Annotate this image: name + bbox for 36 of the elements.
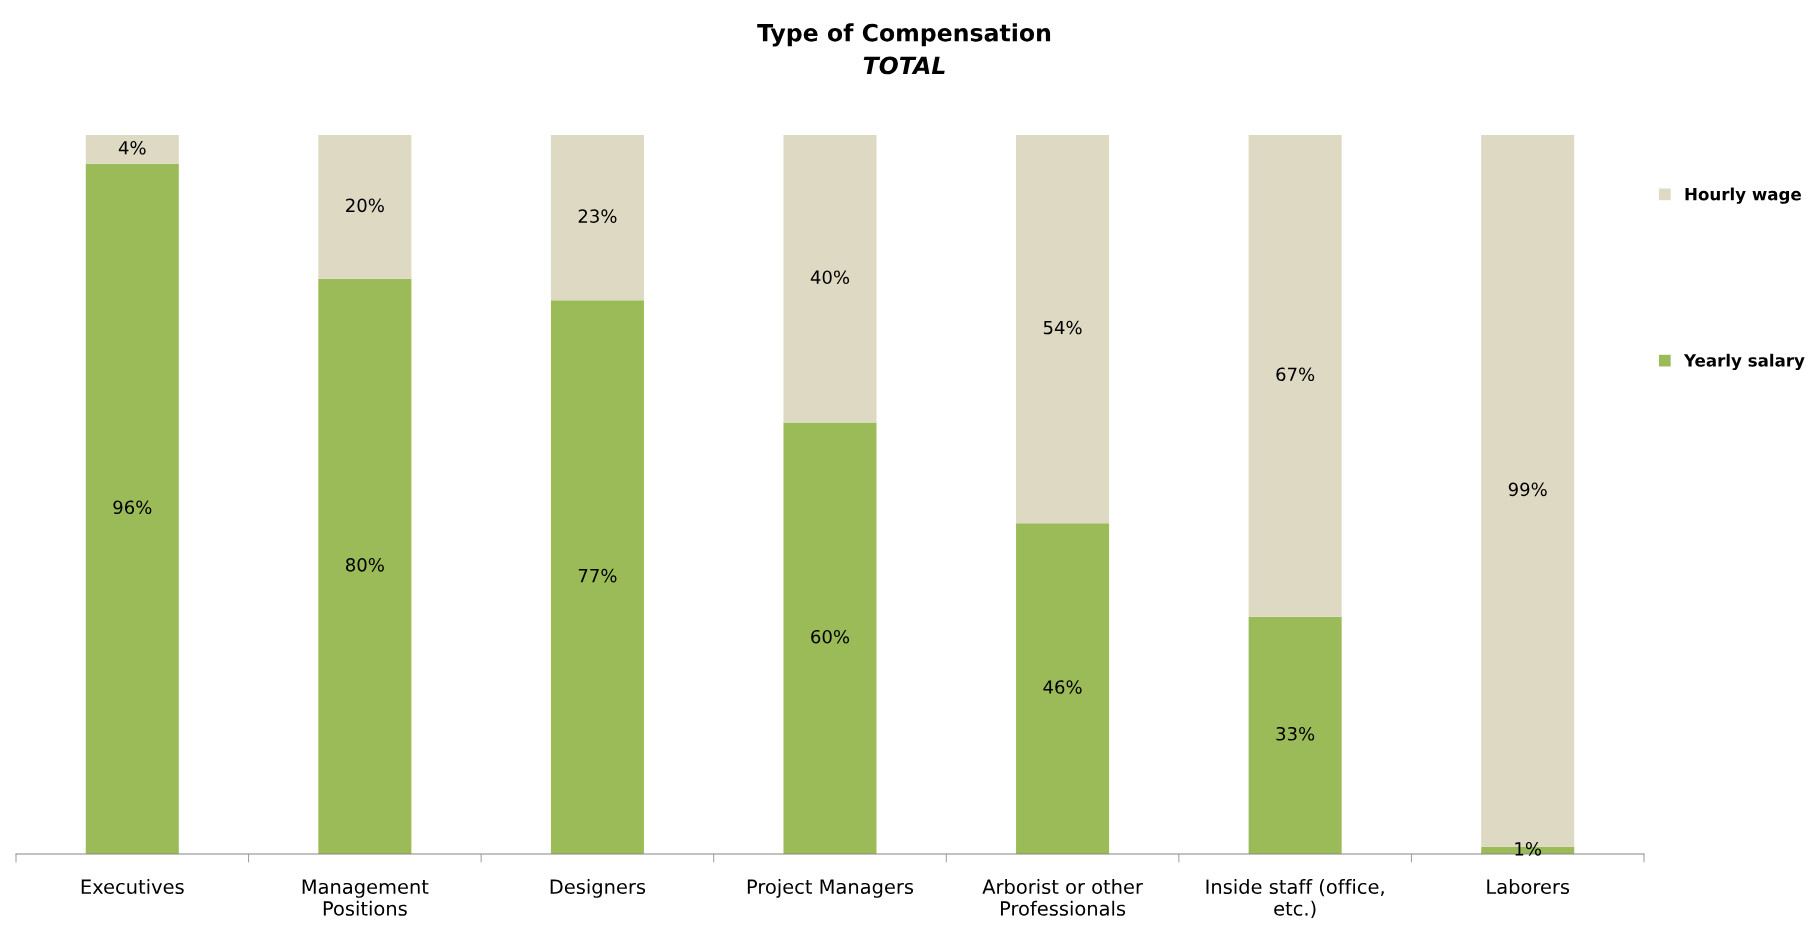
data-label: 20%: [346, 198, 384, 213]
chart-title: Type of Compensation: [757, 23, 1051, 47]
bar: [318, 278, 412, 854]
x-tick-label: Management Positions: [302, 879, 429, 916]
bar: [1016, 523, 1110, 854]
x-tick-label: Inside staff (office, etc.): [1206, 879, 1384, 919]
bar: [783, 422, 877, 854]
data-label: 46%: [1043, 680, 1082, 694]
legend-label: Hourly wage: [1685, 187, 1801, 204]
data-label: 67%: [1276, 367, 1315, 382]
x-tick-label: Arborist or other Professionals: [982, 879, 1143, 916]
data-label: 23%: [578, 209, 617, 223]
data-label: 60%: [811, 629, 850, 644]
data-label: 80%: [346, 557, 384, 572]
bar: [783, 135, 877, 423]
x-tick-label: Laborers: [1487, 879, 1570, 895]
bar: [1248, 616, 1342, 854]
data-label: 77%: [578, 568, 617, 583]
x-tick-label: Project Managers: [747, 879, 914, 898]
data-label: 40%: [810, 270, 850, 285]
x-tick-label: Executives: [81, 879, 184, 895]
x-tick-label: Designers: [550, 879, 646, 898]
chart-subtitle: TOTAL: [863, 56, 945, 75]
bar: [318, 135, 412, 279]
bar: [1248, 135, 1342, 617]
bar: [550, 135, 644, 301]
data-label: 33%: [1276, 726, 1315, 741]
bar: [85, 135, 179, 164]
data-label: 54%: [1043, 320, 1082, 335]
data-label: 4%: [118, 140, 146, 155]
bar: [550, 300, 644, 854]
data-label: 99%: [1508, 482, 1547, 497]
data-label: 96%: [113, 500, 152, 515]
bar: [1016, 135, 1110, 524]
legend-label: Yearly salary: [1683, 353, 1805, 371]
bar: [85, 163, 179, 854]
